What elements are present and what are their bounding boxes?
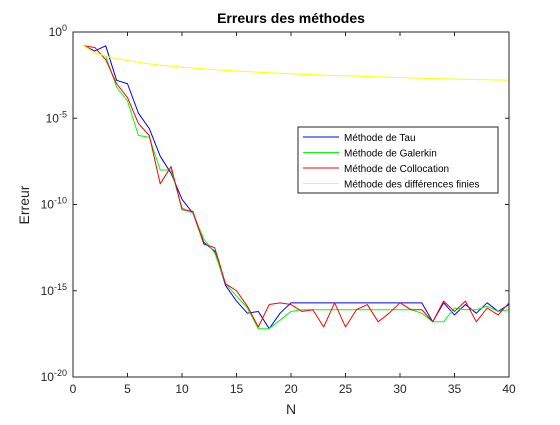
plot-area <box>73 32 509 377</box>
y-tick-label: 10-10 <box>41 196 67 212</box>
y-axis-label: Erreur <box>16 185 32 224</box>
x-tick-label: 40 <box>502 382 516 396</box>
x-tick-label: 25 <box>339 382 353 396</box>
x-tick-label: 0 <box>70 382 77 396</box>
x-tick-label: 15 <box>230 382 244 396</box>
x-tick-label: 20 <box>284 382 298 396</box>
series-line-4 <box>83 45 510 81</box>
x-axis-label: N <box>286 401 296 417</box>
x-tick-label: 10 <box>175 382 189 396</box>
x-tick-label: 30 <box>393 382 407 396</box>
y-tick-label: 100 <box>49 23 67 39</box>
series-line-2 <box>83 45 510 330</box>
ticks-layer: 0 5 10 15 20 25 30 35 40 100 10-5 10-10 10-15 10-20 <box>41 23 516 396</box>
legend-label-4: Méthode des différences finies <box>344 180 479 191</box>
legend: Méthode de Tau Méthode de Galerkin Méthode… <box>297 126 499 194</box>
y-tick-label: 10-5 <box>46 109 67 125</box>
y-tick-label: 10-20 <box>41 368 67 384</box>
x-tick-label: 35 <box>448 382 462 396</box>
legend-box <box>297 126 499 194</box>
x-tick-label: 5 <box>124 382 131 396</box>
legend-label-1: Méthode de Tau <box>344 133 416 144</box>
y-tick-label: 10-15 <box>41 282 67 298</box>
legend-label-2: Méthode de Galerkin <box>344 149 437 160</box>
legend-label-3: Méthode de Collocation <box>344 164 449 175</box>
series-layer <box>83 45 510 330</box>
chart-title: Erreurs des méthodes <box>217 10 365 26</box>
series-line-3 <box>83 45 510 328</box>
